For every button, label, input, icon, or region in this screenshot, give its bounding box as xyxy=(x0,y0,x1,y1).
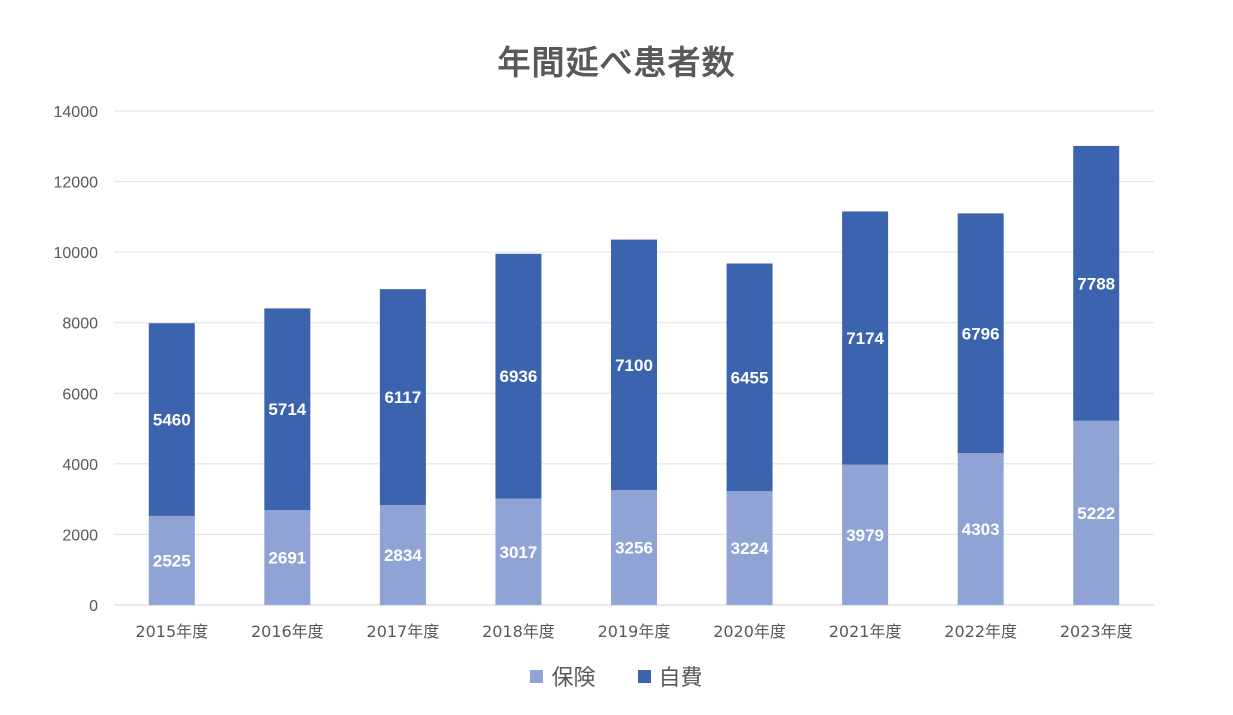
y-tick-label: 0 xyxy=(89,598,98,615)
data-label: 7788 xyxy=(1077,274,1115,293)
x-tick-label: 2019年度 xyxy=(598,622,671,641)
data-label: 3256 xyxy=(615,539,653,558)
bar-self-pay xyxy=(495,253,542,499)
bar-insurance xyxy=(148,515,195,605)
y-tick-label: 6000 xyxy=(62,386,98,403)
y-tick-label: 14000 xyxy=(54,104,99,121)
x-tick-label: 2018年度 xyxy=(482,622,555,641)
bar-self-pay xyxy=(842,211,889,465)
y-tick-label: 8000 xyxy=(62,316,98,333)
data-label: 7100 xyxy=(615,356,653,375)
legend-item: 自費 xyxy=(637,660,703,692)
bar-insurance xyxy=(611,490,657,605)
legend-swatch xyxy=(530,669,544,683)
bar-insurance xyxy=(379,505,426,605)
data-label: 5714 xyxy=(268,400,306,419)
x-tick-label: 2017年度 xyxy=(367,622,440,641)
bar-insurance xyxy=(957,453,1004,605)
data-label: 6936 xyxy=(500,367,538,386)
legend-swatch xyxy=(637,669,651,683)
legend-item: 保険 xyxy=(530,660,596,692)
x-tick-label: 2022年度 xyxy=(944,622,1017,641)
data-label: 2691 xyxy=(268,549,306,568)
data-label: 6796 xyxy=(962,324,1000,343)
data-label: 5222 xyxy=(1077,504,1115,523)
legend-label: 保険 xyxy=(551,666,596,691)
data-label: 4303 xyxy=(962,520,1000,539)
bar-self-pay xyxy=(611,239,657,491)
data-label: 3017 xyxy=(500,543,538,562)
data-label: 5460 xyxy=(153,411,191,430)
bar-self-pay xyxy=(148,323,195,516)
y-tick-label: 2000 xyxy=(62,527,98,544)
x-tick-label: 2021年度 xyxy=(829,622,902,641)
data-label: 2525 xyxy=(153,551,191,570)
x-tick-label: 2015年度 xyxy=(135,622,208,641)
bar-insurance xyxy=(495,498,542,605)
y-tick-label: 10000 xyxy=(54,245,99,262)
bar-insurance xyxy=(726,491,773,605)
data-label: 6117 xyxy=(384,388,421,407)
data-label: 7174 xyxy=(846,329,884,348)
chart-title: 年間延べ患者数 xyxy=(497,43,736,82)
data-label: 6455 xyxy=(731,368,769,387)
data-label: 2834 xyxy=(384,546,422,565)
data-label: 3224 xyxy=(731,539,769,558)
bar-self-pay xyxy=(957,213,1004,454)
bar-insurance xyxy=(842,464,889,605)
bar-self-pay xyxy=(264,308,311,511)
bar-insurance xyxy=(264,510,311,605)
bar-self-pay xyxy=(379,289,426,506)
legend-label: 自費 xyxy=(658,666,703,691)
data-label: 3979 xyxy=(846,526,884,545)
bar-self-pay xyxy=(1073,145,1120,421)
bar-self-pay xyxy=(726,263,773,492)
x-tick-label: 2016年度 xyxy=(251,622,324,641)
legend: 保険 自費 xyxy=(0,660,1233,692)
y-tick-label: 12000 xyxy=(54,175,99,192)
y-tick-label: 4000 xyxy=(62,457,98,474)
bar-insurance xyxy=(1073,420,1120,605)
x-tick-label: 2020年度 xyxy=(713,622,786,641)
x-tick-label: 2023年度 xyxy=(1060,622,1133,641)
